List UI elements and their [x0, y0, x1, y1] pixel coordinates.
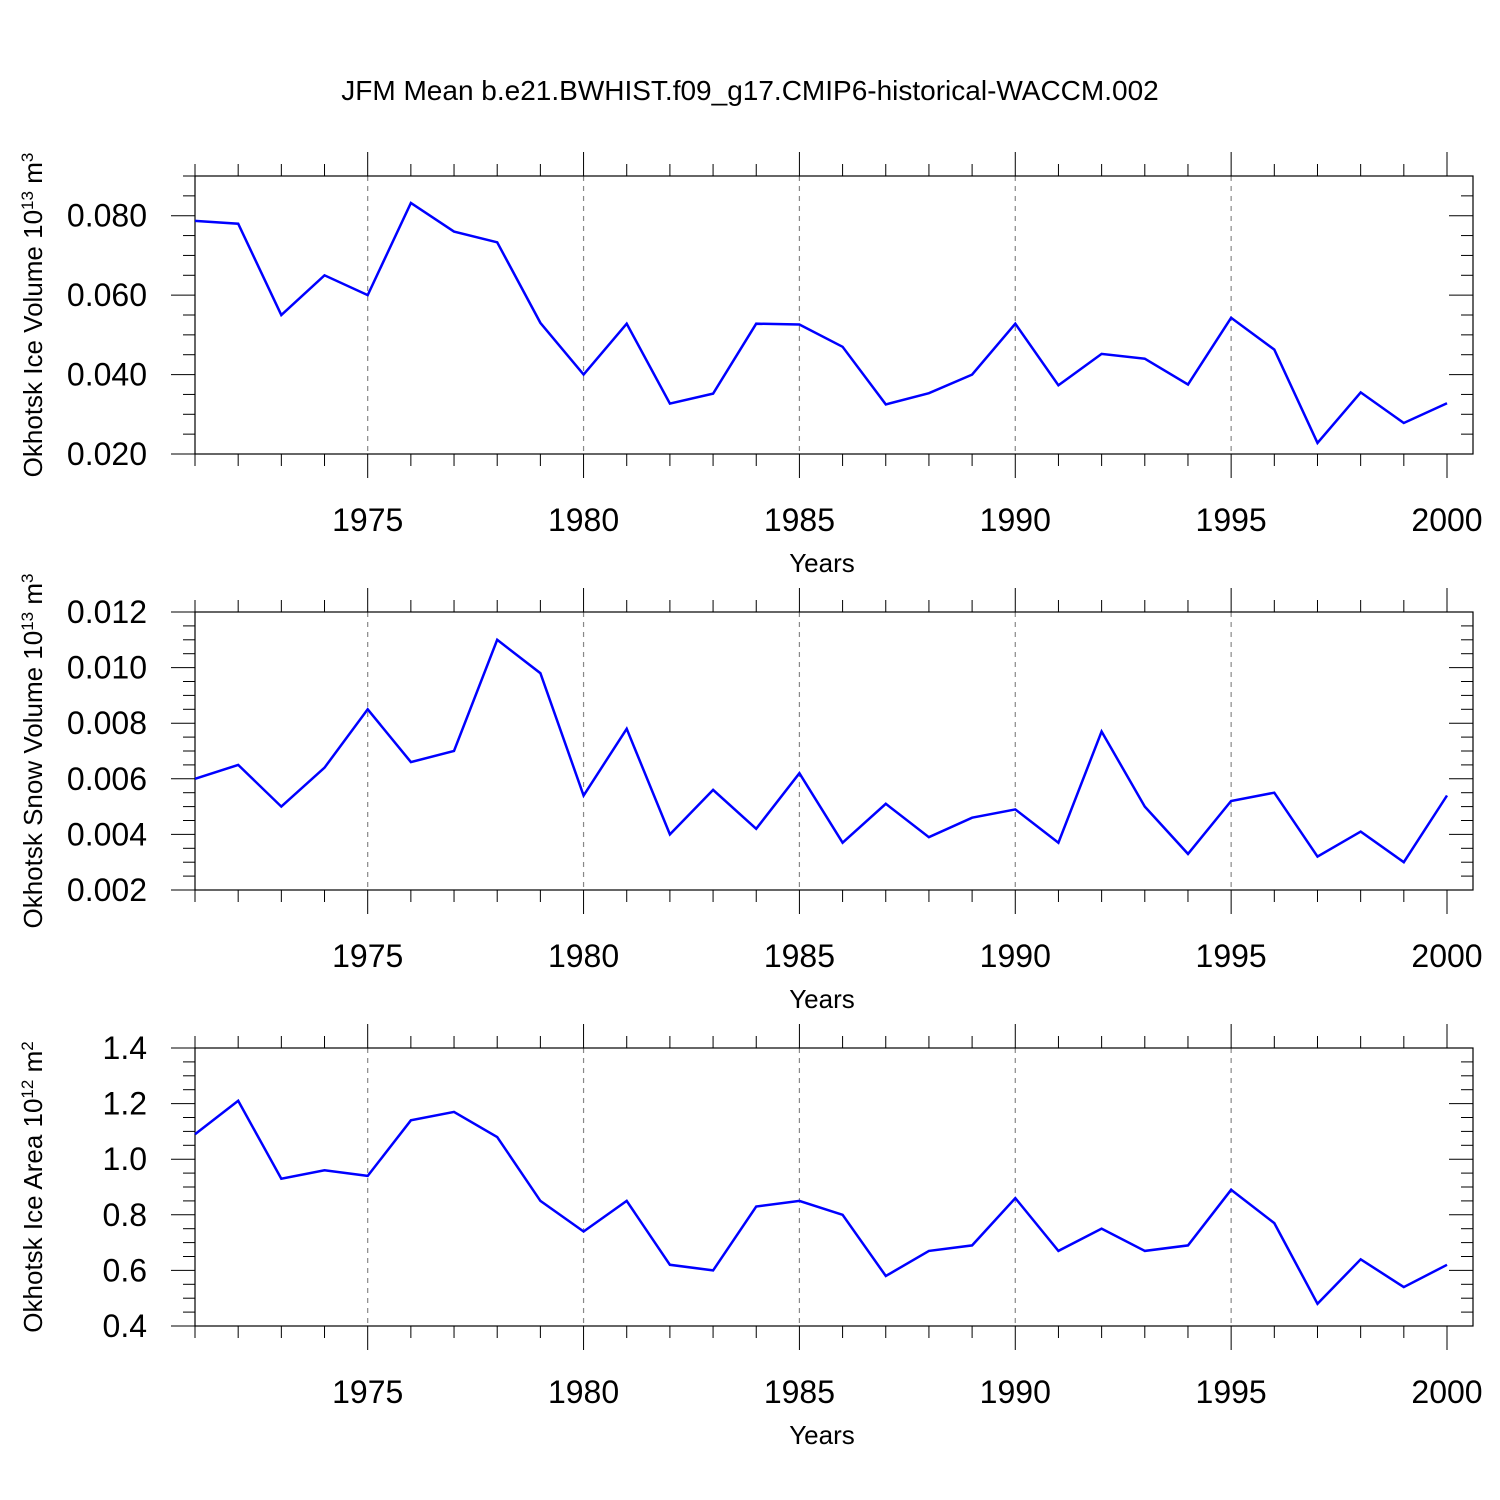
panel-3: 0.4 0.6 0.8 1.0 1.2 1.4 1975 1980 1985 1990 1995 20… — [18, 1024, 1483, 1450]
x-tick-label: 2000 — [1411, 1374, 1482, 1410]
x-tick-label: 1985 — [764, 1374, 835, 1410]
x-tick-label: 1990 — [980, 938, 1051, 974]
y-tick-label: 0.008 — [67, 705, 147, 741]
x-tick-labels: 1975 1980 1985 1990 1995 2000 — [332, 502, 1482, 538]
y-tick-label: 0.080 — [67, 198, 147, 234]
x-tick-label: 1990 — [980, 502, 1051, 538]
x-tick-label: 1985 — [764, 502, 835, 538]
x-tick-label: 1980 — [548, 502, 619, 538]
plot-frame — [194, 611, 1474, 891]
y-tick-label: 0.060 — [67, 277, 147, 313]
ticks — [171, 1024, 1473, 1350]
x-tick-label: 1995 — [1196, 502, 1267, 538]
x-axis-title: Years — [789, 984, 855, 1014]
y-tick-label: 0.006 — [67, 761, 147, 797]
panels: 0.020 0.040 0.060 0.080 1975 1980 1985 1990 1995… — [18, 152, 1483, 1450]
y-axis-title: Okhotsk Ice Volume 1013 m3 — [18, 153, 49, 478]
y-tick-label: 1.0 — [103, 1141, 147, 1177]
y-tick-label: 0.010 — [67, 650, 147, 686]
x-tick-label: 1995 — [1196, 938, 1267, 974]
x-tick-label: 1985 — [764, 938, 835, 974]
x-tick-label: 1975 — [332, 938, 403, 974]
x-tick-label: 1995 — [1196, 1374, 1267, 1410]
y-tick-label: 0.4 — [103, 1308, 147, 1344]
y-tick-label: 0.002 — [67, 872, 147, 908]
y-tick-label: 0.040 — [67, 357, 147, 393]
ticks — [171, 152, 1473, 478]
data-points — [194, 202, 1448, 443]
x-tick-labels: 1975 1980 1985 1990 1995 2000 — [332, 1374, 1482, 1410]
grid-lines — [367, 1048, 1232, 1326]
y-tick-label: 0.012 — [67, 594, 147, 630]
ticks — [171, 588, 1473, 914]
series-line — [194, 1098, 1448, 1306]
y-tick-labels: 0.020 0.040 0.060 0.080 — [67, 198, 147, 472]
y-tick-labels: 0.4 0.6 0.8 1.0 1.2 1.4 — [103, 1030, 147, 1344]
x-axis-title: Years — [789, 1420, 855, 1450]
y-tick-labels: 0.002 0.004 0.006 0.008 0.010 0.012 — [67, 594, 147, 908]
x-tick-label: 2000 — [1411, 938, 1482, 974]
y-axis-title: Okhotsk Ice Area 1012 m2 — [18, 1041, 49, 1332]
panel-1: 0.020 0.040 0.060 0.080 1975 1980 1985 1990 1995… — [18, 152, 1483, 578]
x-tick-label: 2000 — [1411, 502, 1482, 538]
y-tick-label: 0.004 — [67, 816, 147, 852]
plot-frame — [194, 175, 1474, 455]
x-tick-labels: 1975 1980 1985 1990 1995 2000 — [332, 938, 1482, 974]
y-tick-label: 0.020 — [67, 436, 147, 472]
y-tick-label: 0.8 — [103, 1197, 147, 1233]
data-points — [194, 639, 1448, 863]
series-line — [194, 637, 1449, 864]
y-axis-title: Okhotsk Snow Volume 1013 m3 — [18, 574, 49, 929]
grid-lines — [367, 612, 1232, 890]
x-axis-title: Years — [789, 548, 855, 578]
x-tick-label: 1975 — [332, 1374, 403, 1410]
y-tick-label: 1.2 — [103, 1086, 147, 1122]
y-tick-label: 0.6 — [103, 1252, 147, 1288]
plot-frame — [194, 1047, 1474, 1327]
x-tick-label: 1980 — [548, 1374, 619, 1410]
grid-lines — [367, 176, 1232, 454]
data-points — [194, 1100, 1448, 1304]
x-tick-label: 1975 — [332, 502, 403, 538]
series-line — [194, 201, 1448, 446]
x-tick-label: 1980 — [548, 938, 619, 974]
x-tick-label: 1990 — [980, 1374, 1051, 1410]
figure-title: JFM Mean b.e21.BWHIST.f09_g17.CMIP6-hist… — [341, 75, 1158, 106]
y-tick-label: 1.4 — [103, 1030, 147, 1066]
